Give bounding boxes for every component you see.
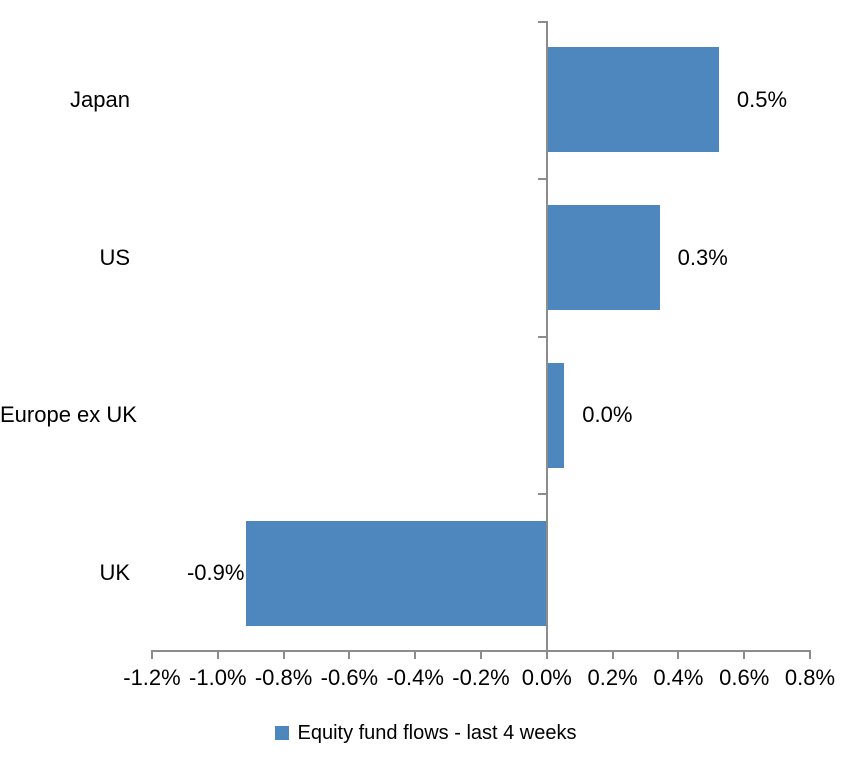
x-axis-tick [216, 650, 219, 659]
bar-japan [547, 47, 719, 153]
x-tick-label: 0.0% [521, 665, 572, 690]
bar-us [547, 205, 660, 311]
x-axis-tick [414, 650, 417, 659]
legend-swatch [275, 726, 290, 740]
category-label-japan: Japan [70, 86, 130, 112]
legend: Equity fund flows - last 4 weeks [0, 719, 852, 747]
x-tick-label: -0.6% [320, 665, 379, 690]
category-tick [537, 493, 546, 495]
x-tick-label: 0.8% [784, 665, 836, 690]
x-axis-tick [282, 650, 285, 659]
x-tick-label: -1.0% [189, 665, 247, 690]
bar-uk [246, 520, 546, 626]
zero-axis-line [545, 21, 548, 659]
value-label-us: 0.3% [677, 244, 728, 270]
x-tick-label: 0.2% [587, 665, 638, 690]
legend-label: Equity fund flows - last 4 weeks [297, 721, 577, 744]
plot-area [151, 21, 811, 659]
x-axis-tick [151, 650, 153, 659]
category-label-us: US [99, 244, 130, 270]
x-tick-label: 0.4% [653, 665, 704, 690]
x-tick-label: -0.8% [254, 665, 313, 690]
value-label-uk: -0.9% [186, 560, 245, 586]
category-label-europe-ex-uk: Europe ex UK [0, 402, 137, 428]
value-label-europe-ex-uk: 0.0% [582, 402, 633, 428]
category-tick [537, 178, 546, 180]
x-axis-tick [348, 650, 351, 659]
x-axis-tick [677, 650, 680, 659]
bar-europe-ex-uk [547, 362, 565, 468]
x-axis-tick [809, 650, 811, 659]
category-label-uk: UK [99, 560, 130, 586]
x-tick-label: -0.4% [386, 665, 444, 690]
x-tick-label: -1.2% [123, 665, 181, 690]
x-tick-label: 0.6% [719, 665, 770, 690]
x-axis-tick [743, 650, 746, 659]
category-tick [537, 336, 546, 338]
x-axis-tick [611, 650, 614, 659]
value-label-japan: 0.5% [736, 86, 788, 112]
x-axis-tick [480, 650, 482, 659]
category-tick [537, 21, 546, 23]
x-axis-tick [545, 650, 548, 659]
x-tick-label: -0.2% [452, 665, 510, 690]
